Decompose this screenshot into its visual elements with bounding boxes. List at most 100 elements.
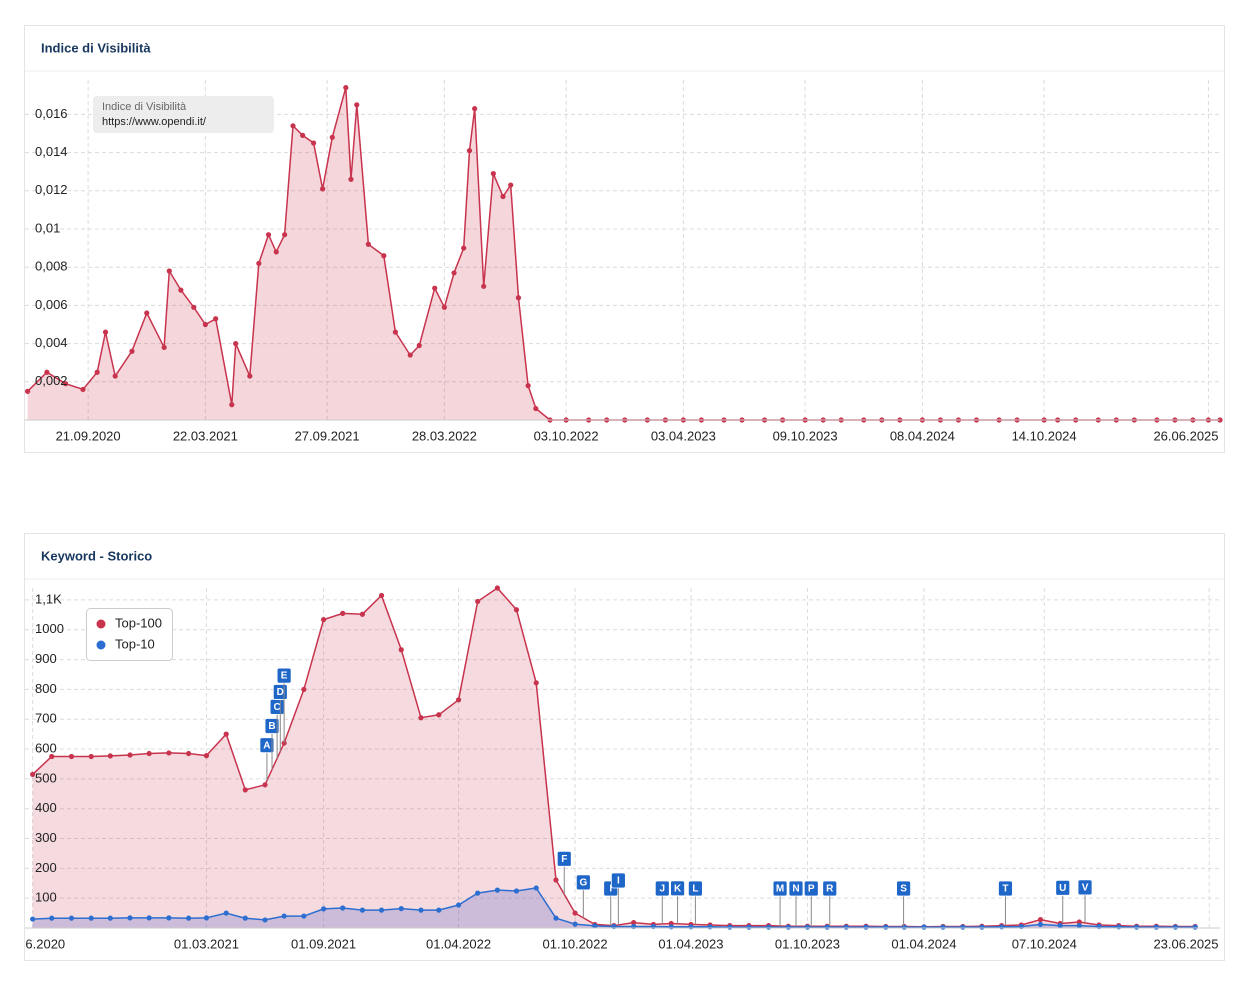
data-point	[979, 924, 985, 930]
data-point	[999, 924, 1005, 930]
y-tick-label: 600	[35, 740, 57, 755]
data-point	[242, 787, 248, 793]
data-point	[513, 888, 520, 894]
data-point	[592, 923, 598, 929]
x-tick-label: 08.04.2024	[890, 428, 955, 443]
data-point	[398, 647, 404, 653]
data-point	[320, 617, 327, 623]
annotation-label: P	[808, 884, 815, 895]
annotation-label: K	[674, 883, 682, 894]
data-point	[166, 268, 172, 274]
data-point	[824, 924, 830, 930]
area-fill	[32, 588, 1196, 928]
data-point	[883, 924, 889, 930]
legend-label: Top-10	[115, 636, 155, 651]
data-point	[500, 193, 506, 200]
data-point	[202, 321, 208, 328]
x-tick-label: 03.04.2023	[651, 428, 716, 443]
annotation-label: J	[660, 884, 666, 895]
x-tick-label: 27.09.2021	[295, 428, 360, 443]
data-point	[88, 753, 94, 760]
x-tick-label: 21.09.2020	[56, 428, 121, 443]
annotation-label: N	[792, 884, 799, 895]
annotation-label: V	[1082, 883, 1089, 894]
panel-title: Keyword - Storico	[41, 548, 152, 563]
data-point	[301, 686, 307, 693]
y-tick-label: 100	[35, 890, 57, 905]
legend-domain: https://www.opendi.it/	[102, 116, 207, 128]
data-point	[94, 369, 100, 375]
y-tick-label: 200	[35, 860, 57, 875]
data-point	[300, 132, 306, 138]
x-tick-label: 01.10.2022	[543, 936, 608, 951]
legend-label: Top-100	[115, 615, 162, 630]
annotation-label: T	[1002, 884, 1008, 895]
data-point	[455, 902, 462, 908]
data-point	[441, 304, 447, 310]
data-point	[572, 910, 578, 916]
data-point	[525, 383, 531, 389]
annotation-flag	[822, 880, 838, 897]
x-tick-label: 14.10.2024	[1012, 428, 1077, 443]
data-point	[766, 924, 772, 930]
data-point	[127, 752, 133, 758]
annotation-flag	[276, 667, 292, 684]
data-point	[191, 304, 197, 310]
data-point	[418, 715, 424, 721]
data-point	[223, 731, 229, 737]
annotation-label: I	[617, 876, 620, 887]
data-point	[178, 287, 184, 293]
data-point	[513, 607, 520, 613]
x-tick-label: 01.04.2024	[891, 936, 956, 951]
legend-swatch	[96, 640, 106, 650]
legend-swatch	[96, 619, 106, 629]
annotation-flag	[998, 880, 1013, 897]
data-point	[785, 924, 791, 930]
x-tick-label: 01.06.2020	[0, 936, 65, 951]
annotation-flag	[803, 880, 819, 897]
y-tick-label: 500	[35, 770, 57, 785]
annotation-flag	[896, 880, 911, 897]
data-point	[381, 253, 387, 259]
data-point	[62, 381, 69, 387]
data-point	[343, 85, 349, 91]
y-tick-label: 0,008	[35, 259, 68, 274]
data-point	[1076, 923, 1082, 929]
data-point	[144, 310, 150, 316]
data-point	[553, 877, 559, 883]
x-tick-label: 01.10.2023	[775, 936, 840, 951]
data-point	[203, 753, 210, 759]
area-fill	[32, 888, 1196, 928]
data-point	[804, 924, 811, 930]
annotation-label: U	[1059, 883, 1066, 894]
data-point	[186, 915, 192, 921]
annotation-flag	[575, 874, 591, 891]
data-point	[365, 241, 371, 247]
data-point	[265, 232, 272, 238]
data-point	[290, 123, 296, 129]
x-tick-label: 26.06.2025	[1153, 428, 1218, 443]
data-point	[461, 245, 467, 251]
x-tick-label: 01.04.2023	[658, 936, 723, 951]
data-point	[436, 712, 442, 718]
data-point	[533, 680, 539, 686]
data-point	[688, 924, 694, 930]
data-point	[186, 750, 192, 757]
x-tick-label: 07.10.2024	[1012, 936, 1077, 951]
data-point	[281, 740, 287, 746]
area-fill	[27, 87, 1221, 420]
data-point	[515, 295, 522, 301]
y-tick-label: 0,002	[35, 373, 68, 388]
x-tick-label: 01.09.2021	[291, 936, 356, 951]
annotation-label: F	[561, 854, 567, 865]
y-tick-label: 0,004	[35, 335, 68, 350]
y-tick-label: 1,1K	[35, 591, 62, 606]
data-point	[247, 373, 253, 379]
data-point	[68, 753, 75, 760]
panel	[24, 533, 1225, 961]
annotation-flag	[264, 718, 280, 734]
data-point	[475, 598, 481, 605]
data-point	[233, 340, 239, 347]
annotation-flag	[556, 850, 572, 867]
